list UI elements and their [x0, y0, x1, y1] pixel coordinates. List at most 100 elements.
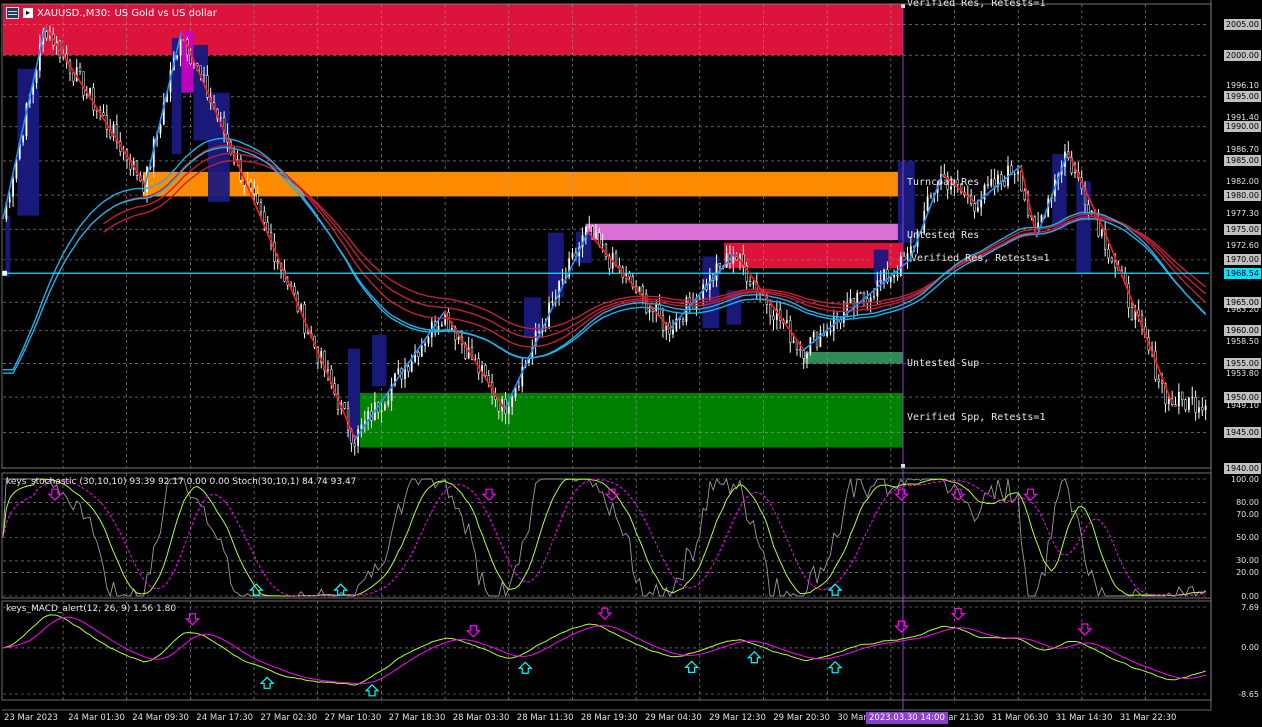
- candle-body: [625, 273, 627, 278]
- candle-body: [1134, 309, 1137, 320]
- candle-body: [568, 258, 571, 277]
- price-label: 1945.00: [1223, 427, 1261, 439]
- candle-body: [628, 273, 631, 278]
- candle-body: [410, 361, 413, 372]
- price-label: 1963.20: [1225, 305, 1259, 315]
- price-label: 1996.10: [1225, 80, 1259, 90]
- time-label: 28 Mar 03:30: [452, 713, 510, 723]
- price-label: 1949.10: [1225, 401, 1259, 411]
- candle-body: [1100, 229, 1103, 236]
- macd-level-label: -8.65: [1238, 689, 1259, 699]
- candle-body: [1110, 257, 1113, 263]
- time-label: 27 Mar 18:30: [388, 713, 446, 723]
- zigzag-segment: [909, 174, 944, 261]
- price-label: 1970.00: [1223, 254, 1261, 266]
- candle-body: [792, 340, 795, 343]
- price-label: 1995.00: [1223, 91, 1261, 103]
- arrow-up-icon: [827, 660, 843, 674]
- candle-body: [179, 39, 182, 56]
- candle-body: [598, 232, 601, 245]
- candle-body: [1130, 307, 1134, 320]
- candle-body: [1137, 309, 1140, 316]
- candle-body: [15, 158, 18, 179]
- candle-body: [159, 124, 162, 134]
- zone-rect: [803, 352, 903, 364]
- price-label: 1985.00: [1223, 155, 1261, 167]
- candle-body: [263, 211, 266, 223]
- signal-box: [181, 31, 194, 93]
- signal-box: [575, 231, 592, 264]
- indicator-panels: [2, 477, 1207, 697]
- candle-body: [893, 275, 895, 278]
- time-label: 31 Mar 22:30: [1119, 713, 1177, 723]
- candle-body: [631, 276, 634, 288]
- candle-body: [380, 410, 383, 413]
- arrow-up-icon: [684, 660, 700, 673]
- candle-body: [49, 34, 51, 39]
- price-label: 1955.00: [1223, 358, 1261, 370]
- candle-body: [176, 55, 179, 59]
- candle-body: [78, 66, 82, 72]
- highlight-boxes: [5, 31, 1091, 441]
- candle-body: [75, 67, 78, 82]
- stoch-level-label: 80.00: [1236, 497, 1259, 507]
- price-label: 1972.60: [1225, 241, 1259, 251]
- arrow-up-icon: [364, 683, 380, 697]
- candle-body: [551, 300, 554, 303]
- candle-body: [661, 315, 665, 331]
- time-marker-handle: [901, 464, 905, 468]
- signal-box: [5, 215, 11, 277]
- candle-body: [886, 269, 889, 283]
- candle-body: [665, 322, 668, 331]
- zigzag-segment: [734, 252, 805, 351]
- candle-body: [819, 333, 822, 348]
- arrow-down-icon: [1023, 488, 1038, 502]
- signal-box: [17, 68, 40, 216]
- arrow-down-icon: [894, 488, 909, 502]
- candle-body: [404, 366, 406, 380]
- price-label: 1980.00: [1223, 189, 1261, 201]
- zone-label: Verified Res, Retests=1: [907, 0, 1046, 9]
- symbol-label: XAUUSD.,M30:: [37, 7, 111, 19]
- price-label: 1982.00: [1225, 176, 1259, 186]
- candle-body: [327, 369, 329, 371]
- zone-label: Verified Res, Retests=1: [911, 253, 1050, 265]
- price-label: 1958.50: [1225, 337, 1259, 347]
- candle-body: [1167, 398, 1170, 404]
- zigzag-segment: [144, 31, 183, 186]
- chart-menu-icon[interactable]: [6, 7, 19, 19]
- candle-body: [518, 386, 520, 388]
- candle-body: [427, 337, 430, 344]
- arrow-up-icon: [517, 661, 533, 674]
- candle-body: [414, 352, 416, 362]
- candle-body: [320, 351, 323, 363]
- signal-box: [347, 348, 360, 441]
- zigzag-segment: [2, 26, 46, 220]
- one-click-trading-icon[interactable]: ▸: [23, 8, 33, 18]
- arrow-down-icon: [47, 488, 63, 502]
- candle-body: [742, 254, 745, 267]
- candle-body: [986, 184, 990, 186]
- arrow-down-icon: [894, 620, 909, 633]
- time-label: 31 Mar 14:30: [1055, 713, 1113, 723]
- candle-body: [856, 292, 859, 308]
- candle-body: [1040, 215, 1043, 223]
- time-label: 28 Mar 11:30: [516, 713, 574, 723]
- candle-body: [528, 357, 530, 363]
- candle-body: [946, 176, 949, 190]
- candle-body: [772, 315, 775, 321]
- stoch-level-label: 70.00: [1236, 509, 1259, 519]
- candle-body: [1184, 399, 1187, 410]
- candle-body: [440, 324, 443, 326]
- arrow-up-icon: [746, 650, 762, 664]
- candle-body: [82, 71, 85, 96]
- zone-label: Turncoat Res: [907, 177, 980, 189]
- candle-body: [849, 298, 852, 303]
- zigzag-segment: [503, 231, 589, 410]
- candle-body: [467, 347, 470, 359]
- candle-body: [92, 87, 95, 111]
- candle-body: [85, 93, 88, 96]
- time-label: 29 Mar 04:30: [645, 713, 702, 723]
